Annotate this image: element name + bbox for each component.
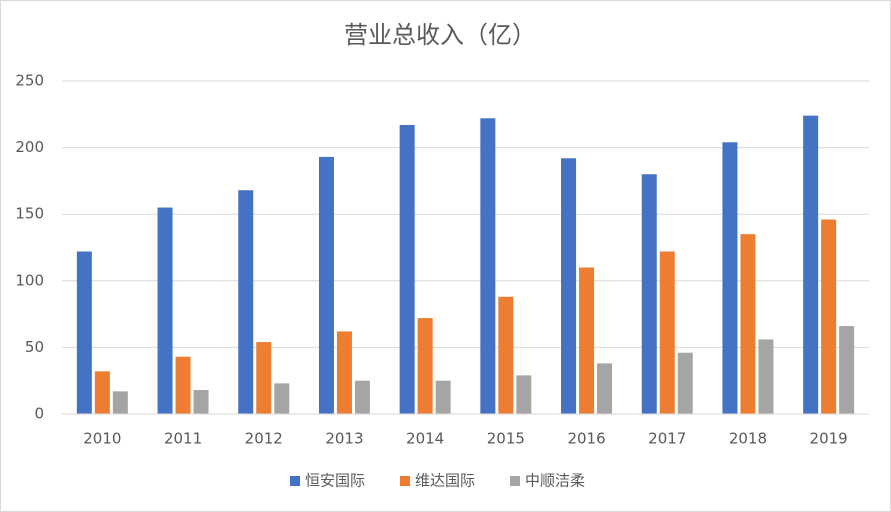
- bar: [435, 380, 451, 414]
- bar: [318, 156, 334, 414]
- x-tick-label: 2011: [164, 430, 202, 448]
- bar: [561, 158, 577, 414]
- y-tick-label: 0: [34, 405, 44, 423]
- bar: [597, 363, 613, 414]
- bar: [740, 234, 756, 414]
- legend-label: 恒安国际: [305, 472, 365, 490]
- y-tick-label: 50: [25, 338, 44, 356]
- x-tick-label: 2016: [567, 430, 605, 448]
- bar: [256, 342, 272, 414]
- legend-label: 中顺洁柔: [525, 472, 585, 490]
- legend-label: 维达国际: [415, 472, 475, 490]
- y-tick-label: 250: [15, 72, 44, 90]
- x-tick-label: 2019: [810, 430, 848, 448]
- bar: [238, 190, 254, 414]
- y-tick-label: 150: [15, 205, 44, 223]
- bar: [659, 251, 675, 414]
- bar: [498, 296, 514, 414]
- bar: [579, 267, 595, 414]
- bar: [821, 219, 837, 414]
- bar: [175, 356, 191, 414]
- legend-swatch: [510, 476, 520, 486]
- bar: [157, 207, 173, 414]
- bar: [677, 352, 693, 414]
- legend-swatch: [290, 476, 300, 486]
- bar: [94, 371, 110, 414]
- chart-title: 营业总收入（亿）: [344, 21, 536, 49]
- bar: [193, 390, 209, 414]
- bar: [399, 124, 415, 415]
- bar: [354, 380, 370, 414]
- x-tick-label: 2018: [729, 430, 767, 448]
- x-tick-label: 2015: [487, 430, 525, 448]
- bar: [803, 115, 819, 414]
- x-tick-label: 2017: [648, 430, 686, 448]
- x-tick-label: 2013: [325, 430, 363, 448]
- x-tick-label: 2012: [245, 430, 283, 448]
- x-tick-label: 2014: [406, 430, 444, 448]
- bar: [274, 383, 290, 414]
- bar: [336, 331, 352, 414]
- bar: [758, 339, 774, 414]
- y-tick-label: 100: [15, 271, 44, 289]
- bar: [722, 142, 738, 414]
- bar: [839, 326, 855, 414]
- bar: [516, 375, 532, 414]
- bar: [641, 174, 657, 414]
- bar: [76, 251, 92, 414]
- legend-swatch: [400, 476, 410, 486]
- bar: [112, 391, 128, 414]
- bar: [480, 118, 496, 415]
- bar: [417, 318, 433, 414]
- x-tick-label: 2010: [83, 430, 121, 448]
- y-tick-label: 200: [15, 138, 44, 156]
